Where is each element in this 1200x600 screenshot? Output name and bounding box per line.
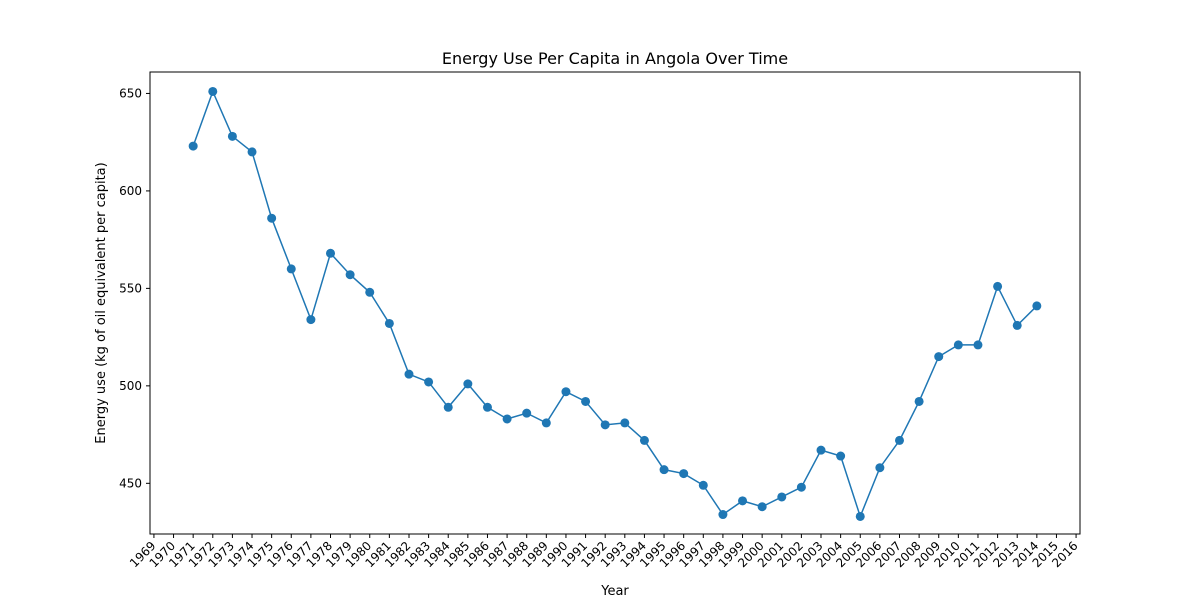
y-tick-label: 650 <box>119 86 142 100</box>
data-point <box>836 451 846 461</box>
data-point <box>993 281 1003 291</box>
data-point <box>600 420 610 430</box>
series-layer <box>188 86 1042 521</box>
data-point <box>659 465 669 475</box>
data-point <box>541 418 551 428</box>
data-point <box>738 496 748 506</box>
data-point <box>463 379 473 389</box>
chart-title: Energy Use Per Capita in Angola Over Tim… <box>442 49 788 68</box>
y-tick-label: 450 <box>119 476 142 490</box>
data-point <box>306 315 316 325</box>
x-axis-label: Year <box>600 584 629 599</box>
data-point <box>757 502 767 512</box>
y-axis-label: Energy use (kg of oil equivalent per cap… <box>94 162 109 443</box>
data-point <box>345 270 355 280</box>
data-point <box>227 131 237 141</box>
data-point <box>247 147 257 157</box>
series-line <box>192 89 1038 519</box>
data-point <box>581 396 591 406</box>
data-point <box>894 435 904 445</box>
data-point <box>816 445 826 455</box>
data-point <box>718 510 728 520</box>
data-point <box>522 408 532 418</box>
data-point <box>796 482 806 492</box>
data-point <box>679 469 689 479</box>
y-tick-label: 550 <box>119 281 142 295</box>
data-point <box>208 86 218 96</box>
y-axis-ticks: 450 500 550 600 650 <box>119 86 150 490</box>
data-point <box>443 402 453 412</box>
data-point <box>424 377 434 387</box>
data-point <box>639 435 649 445</box>
data-point <box>953 340 963 350</box>
data-point <box>384 318 394 328</box>
data-point <box>482 402 492 412</box>
data-point <box>875 463 885 473</box>
data-point <box>855 511 865 521</box>
data-point <box>502 414 512 424</box>
data-point <box>777 492 787 502</box>
data-point <box>326 248 336 258</box>
data-point <box>404 369 414 379</box>
data-point <box>286 264 296 274</box>
data-point <box>188 141 198 151</box>
y-tick-label: 500 <box>119 379 142 393</box>
data-point <box>973 340 983 350</box>
data-point <box>1032 301 1042 311</box>
data-point <box>561 387 571 397</box>
data-point <box>698 480 708 490</box>
data-point <box>934 352 944 362</box>
data-point <box>914 396 924 406</box>
y-tick-label: 600 <box>119 184 142 198</box>
data-point <box>267 213 277 223</box>
plot-frame <box>149 71 1081 535</box>
data-point <box>1012 320 1022 330</box>
data-point <box>620 418 630 428</box>
data-point <box>365 287 375 297</box>
